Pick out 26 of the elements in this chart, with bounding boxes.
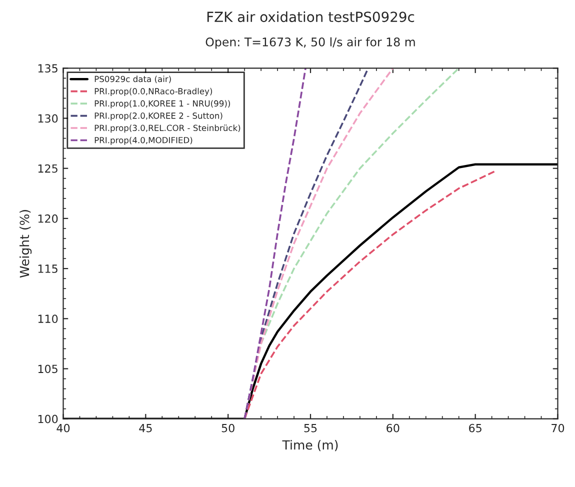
line-series [244,68,306,419]
legend-label: PRI.prop(0.0,NRaco-Bradley) [94,88,212,96]
x-tick-label: 60 [386,424,400,432]
legend-label: PRI.prop(2.0,KOREE 2 - Sutton) [94,112,222,120]
x-tick-label: 70 [552,424,564,432]
legend-label: PRI.prop(4.0,MODIFIED) [94,136,192,145]
chart-subtitle: Open: T=1673 K, 50 l/s air for 18 m [206,37,415,49]
y-tick-label: 120 [38,214,58,223]
y-tick-label: 110 [38,314,58,324]
x-tick-label: 45 [139,424,152,432]
legend-label: PS0929c data (air) [94,76,171,84]
y-tick-label: 125 [38,164,58,173]
y-tick-label: 130 [38,114,58,123]
y-axis-title: Weight (%) [20,210,32,278]
x-tick-label: 65 [469,424,482,432]
x-tick-label: 50 [222,424,234,432]
y-tick-label: 105 [38,364,58,374]
x-tick-label: 55 [304,424,317,432]
y-tick-label: 115 [38,264,58,273]
y-tick-label: 100 [38,414,58,424]
legend-label: PRI.prop(1.0,KOREE 1 - NRU(99)) [94,100,230,108]
legend-label: PRI.prop(3.0,REL.COR - Steinbrück) [94,124,240,133]
chart-title: FZK air oxidation testPS0929c [207,11,414,22]
x-axis-title: Time (m) [282,440,338,452]
x-tick-label: 40 [56,424,70,432]
y-tick-label: 135 [38,64,58,73]
